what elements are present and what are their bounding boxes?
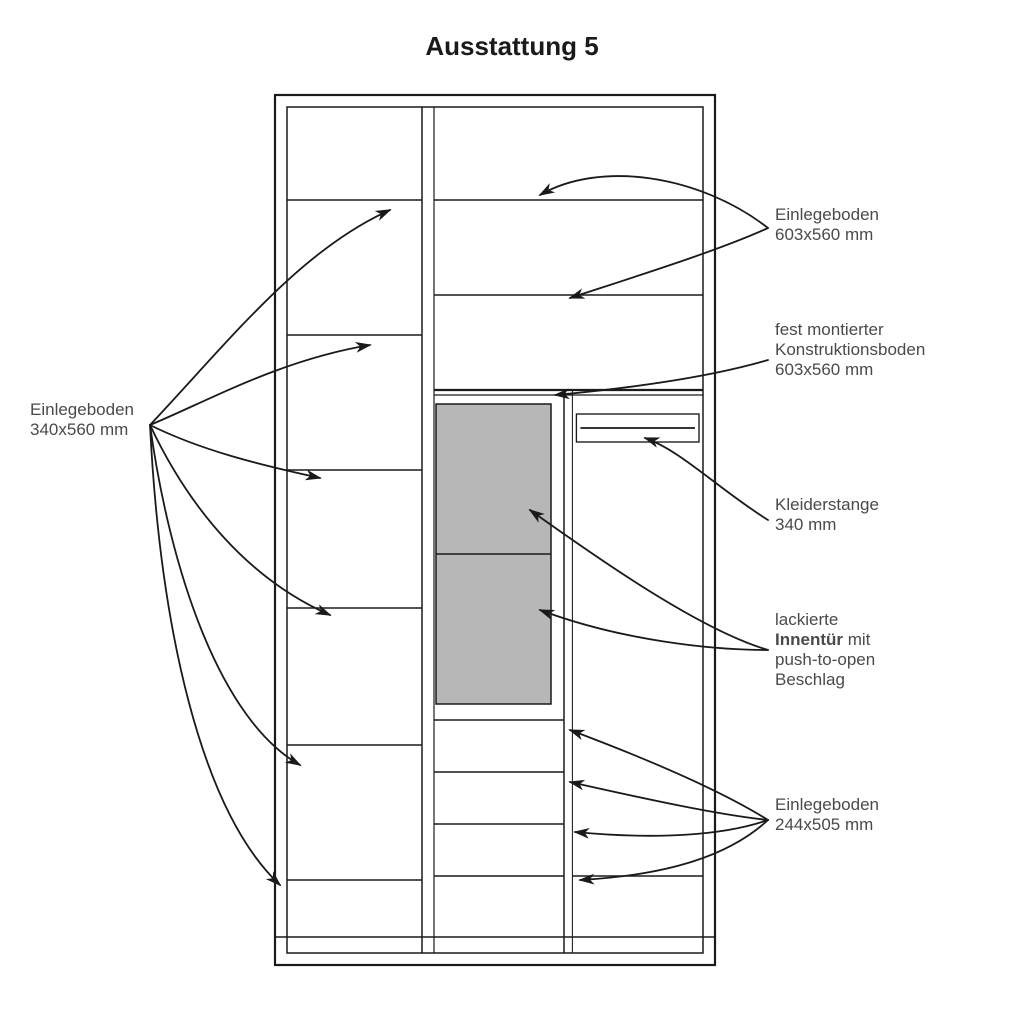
label-hanger: Kleiderstange 340 mm	[775, 495, 884, 534]
label-inner-door: lackierte Innentür mit push-to-open Besc…	[775, 610, 880, 689]
label-left-shelf: Einlegeboden 340x560 mm	[30, 400, 139, 439]
label-small-shelf: Einlegeboden 244x505 mm	[775, 795, 884, 834]
diagram-title: Ausstattung 5	[425, 31, 598, 61]
wardrobe-diagram	[275, 95, 715, 965]
label-right-shelf-large: Einlegeboden 603x560 mm	[775, 205, 884, 244]
label-fixed-shelf: fest montierter Konstruktionsboden 603x5…	[775, 320, 930, 379]
